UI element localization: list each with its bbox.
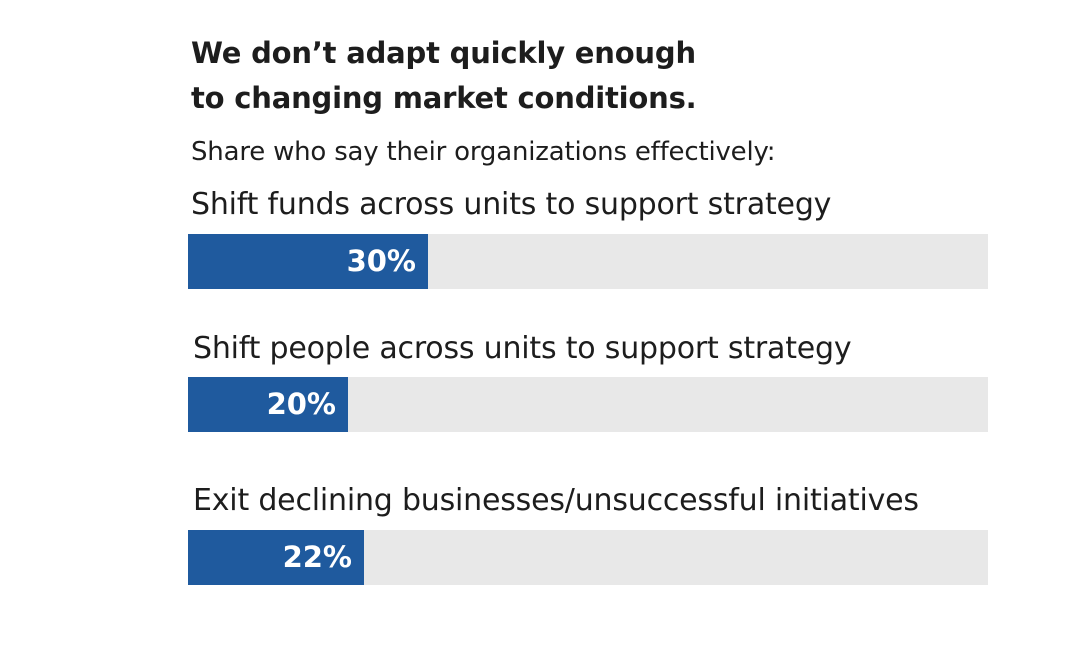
chart-subtitle: Share who say their organizations effect… <box>191 137 776 167</box>
bar-track: 22% <box>188 530 988 585</box>
bar-value-label: 20% <box>266 387 336 421</box>
bar <box>188 234 428 289</box>
bar-track: 20% <box>188 377 988 432</box>
bar <box>188 377 348 432</box>
chart-title-line-1: We don’t adapt quickly enough <box>191 36 696 70</box>
chart-title-line-2: to changing market conditions. <box>191 81 697 115</box>
bar-label: Exit declining businesses/unsuccessful i… <box>193 483 919 518</box>
bar-value-label: 22% <box>282 540 352 574</box>
bar-label: Shift people across units to support str… <box>193 331 852 366</box>
bar <box>188 530 364 585</box>
bar-label: Shift funds across units to support stra… <box>191 187 832 222</box>
bar-value-label: 30% <box>346 244 416 278</box>
bar-track: 30% <box>188 234 988 289</box>
